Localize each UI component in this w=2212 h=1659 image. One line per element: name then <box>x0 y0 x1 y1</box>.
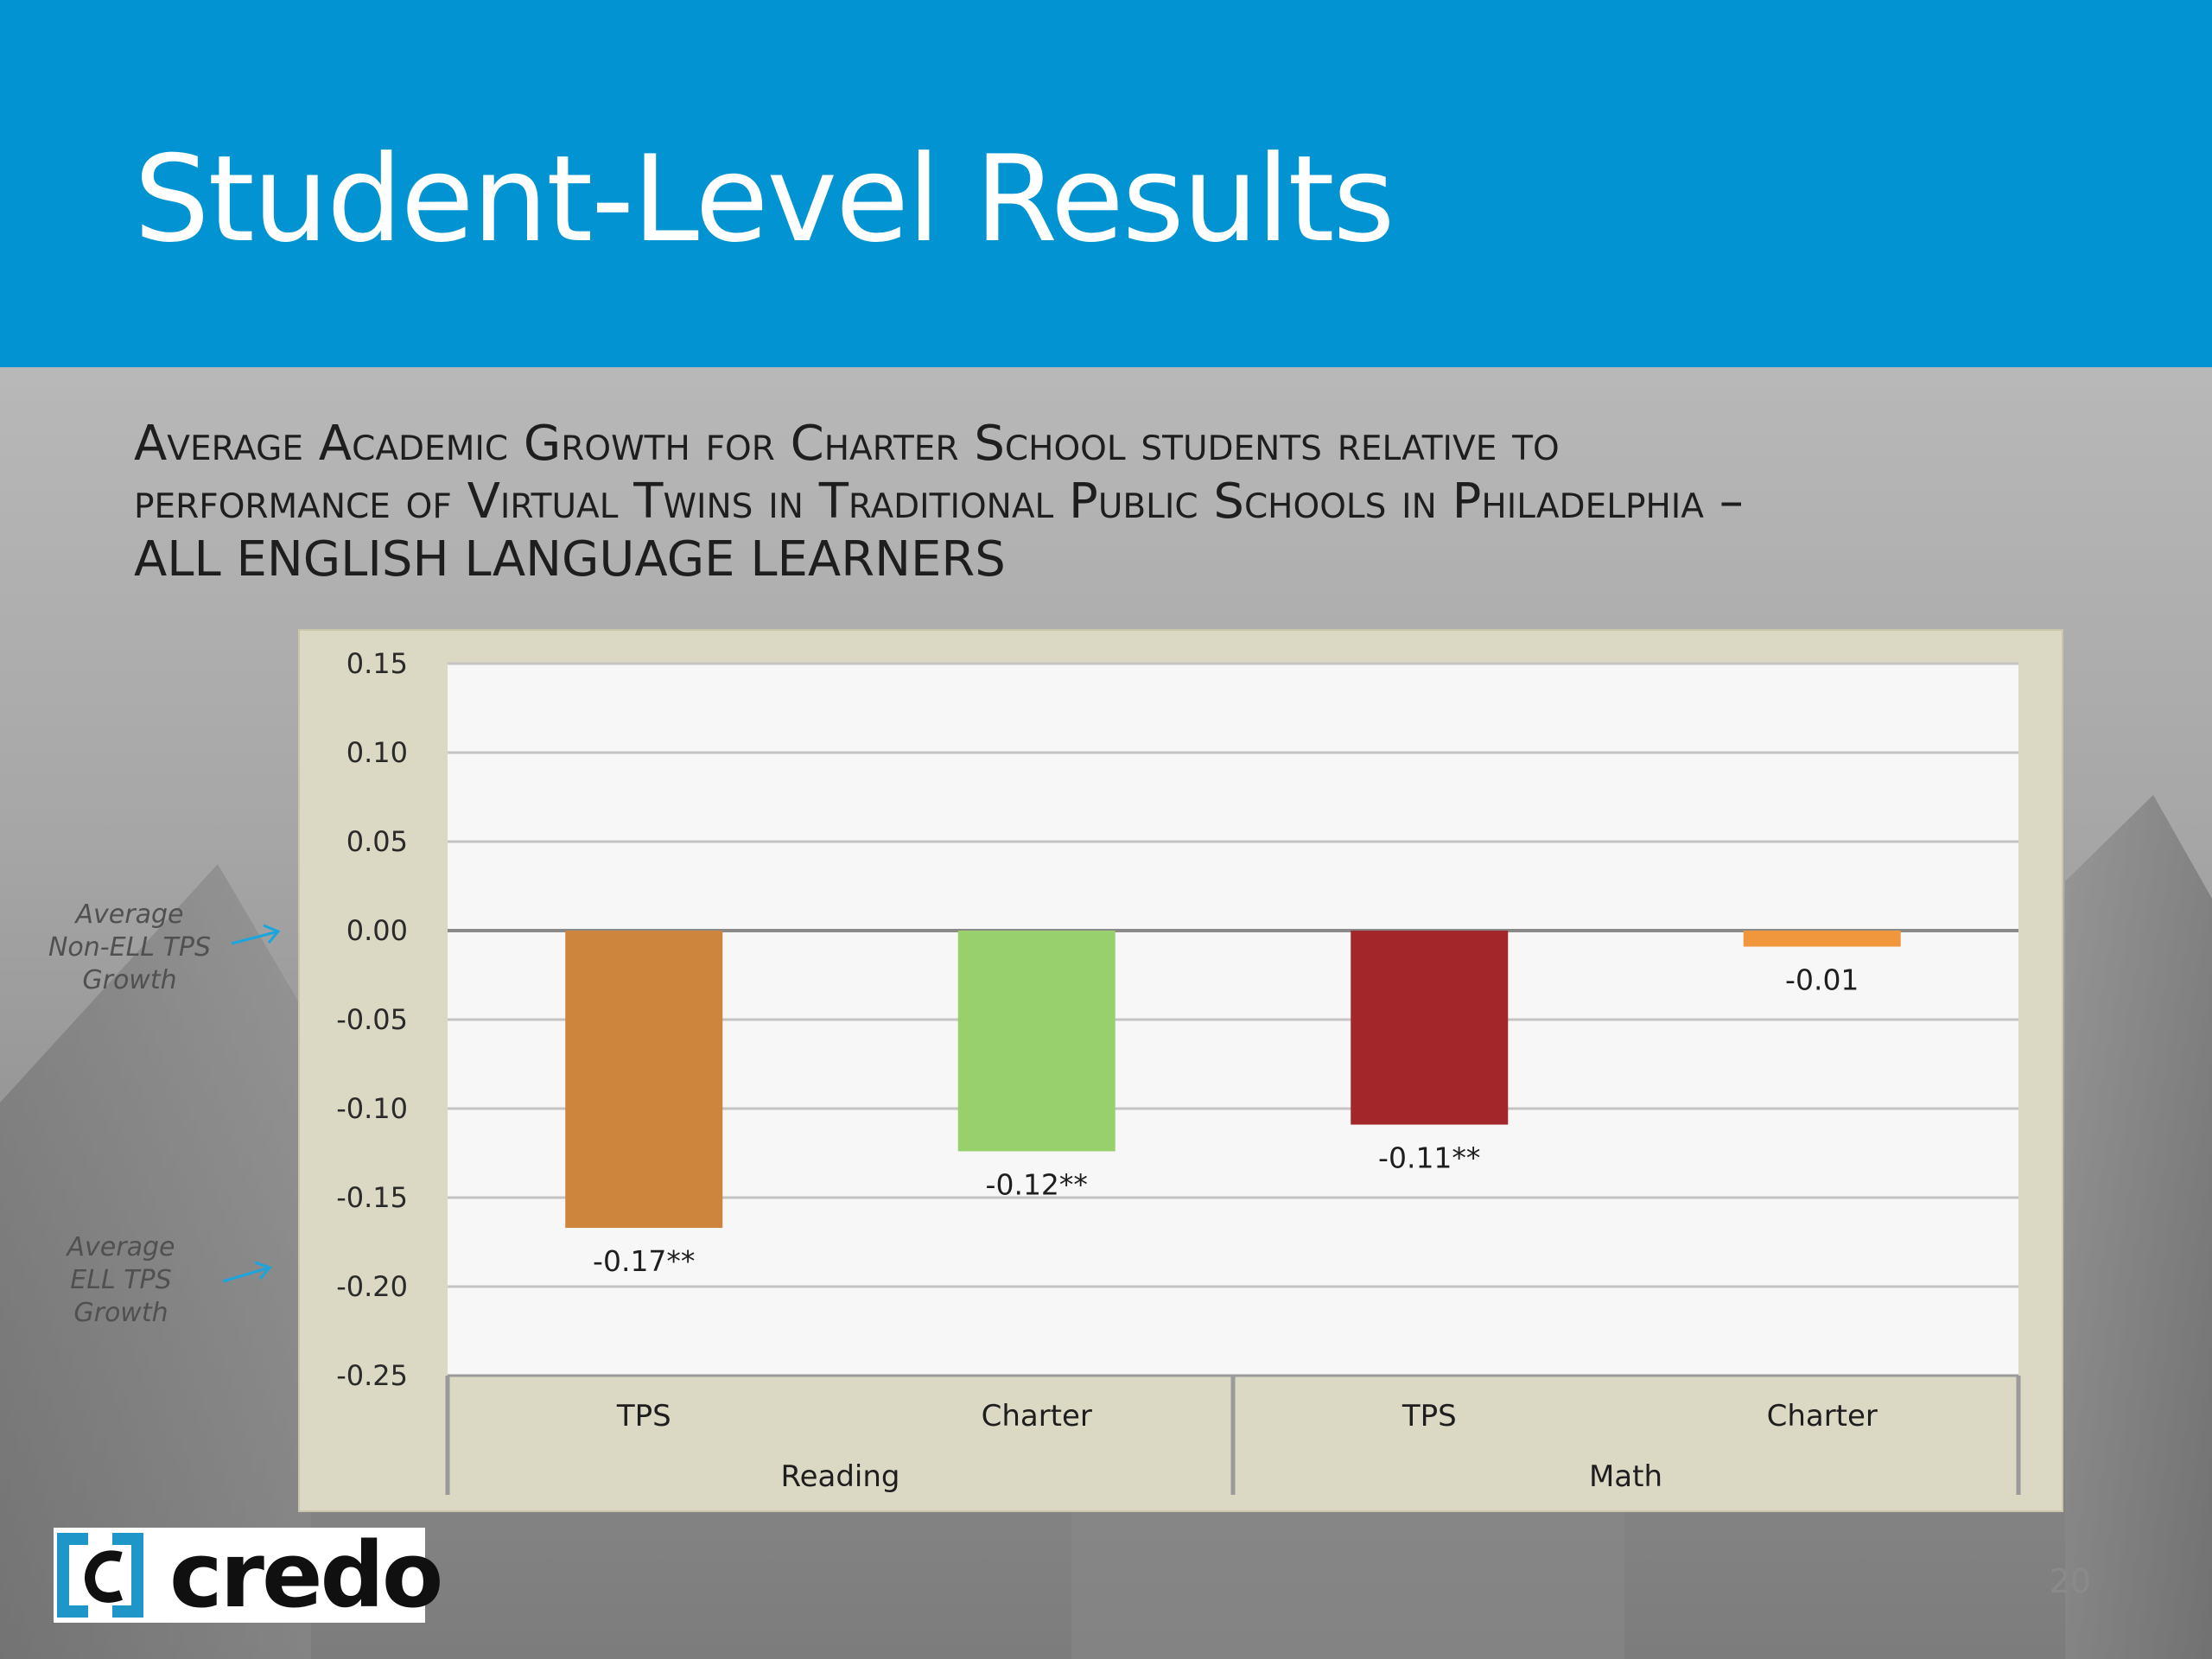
arrow-icon <box>222 1261 272 1283</box>
subtitle-line: ALL ENGLISH LANGUAGE LEARNERS <box>134 531 1006 588</box>
y-tick-label: 0.15 <box>346 647 408 680</box>
y-tick-label: 0.10 <box>346 736 408 769</box>
group-label: Math <box>1589 1459 1662 1494</box>
credo-bracket-icon <box>57 1533 143 1618</box>
y-tick-label: 0.00 <box>346 914 408 947</box>
x-tick-label: TPS <box>616 1399 671 1433</box>
y-tick-label: -0.20 <box>336 1270 408 1303</box>
data-label: -0.01 <box>1785 963 1859 997</box>
bar <box>957 931 1116 1152</box>
x-tick-label: TPS <box>1402 1399 1457 1433</box>
x-tick-label: Charter <box>982 1399 1092 1433</box>
bar <box>1743 931 1901 947</box>
credo-logo: credo <box>54 1522 443 1628</box>
y-tick-label: -0.05 <box>336 1003 408 1036</box>
bar <box>565 931 723 1229</box>
credo-logo-text: credo <box>169 1522 443 1628</box>
title-bar: Student-Level Results <box>0 0 2212 367</box>
y-tick-label: -0.10 <box>336 1092 408 1125</box>
arrow-icon <box>231 924 281 945</box>
ell-annotation: Average ELL TPS Growth <box>67 1232 175 1328</box>
background-building-right <box>2065 795 2212 1659</box>
group-label: Reading <box>780 1459 899 1494</box>
background-building-mid <box>1071 1503 1624 1659</box>
data-label: -0.17** <box>593 1244 695 1278</box>
chart-subtitle: Average Academic Growth for Charter Scho… <box>134 415 2121 588</box>
slide-title: Student-Level Results <box>134 130 1395 269</box>
bar <box>1351 931 1509 1125</box>
subtitle-line: performance of Virtual Twins in Traditio… <box>134 474 1744 530</box>
x-tick-label: Charter <box>1767 1399 1878 1433</box>
page-number: 20 <box>2049 1562 2091 1600</box>
y-tick-label: -0.25 <box>336 1359 408 1392</box>
subtitle-line: Average Academic Growth for Charter Scho… <box>134 416 1560 472</box>
non-ell-annotation: Average Non-ELL TPS Growth <box>48 899 211 995</box>
y-tick-label: 0.05 <box>346 825 408 858</box>
data-label: -0.12** <box>986 1167 1088 1201</box>
y-tick-label: -0.15 <box>336 1181 408 1214</box>
data-label: -0.11** <box>1378 1141 1480 1175</box>
